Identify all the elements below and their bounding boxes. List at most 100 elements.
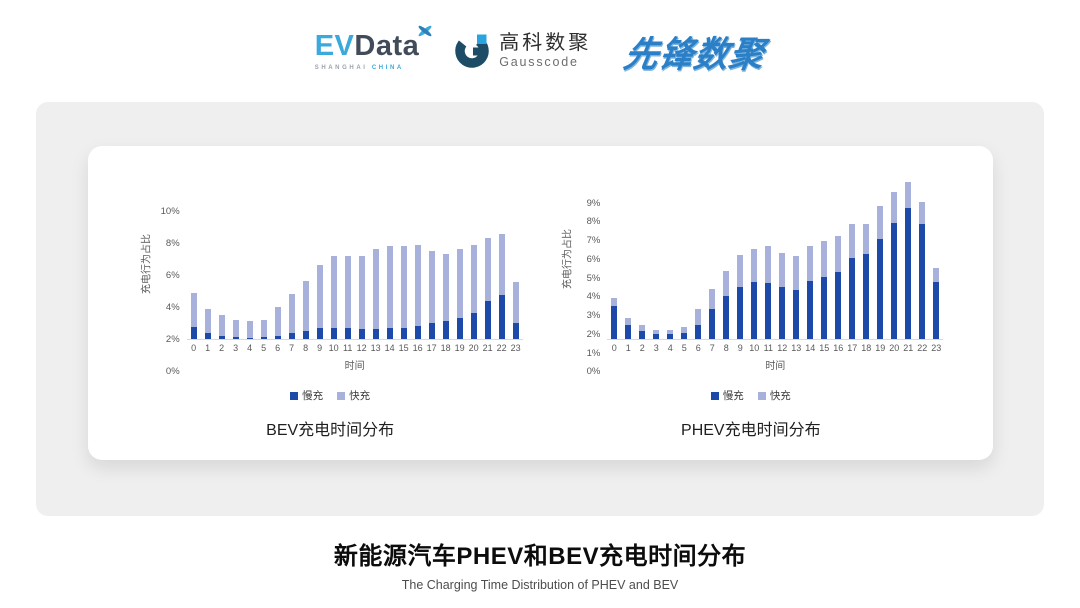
- x-tick-label: 3: [653, 343, 659, 353]
- evdata-shanghai-text: SHANGHAI: [314, 64, 368, 71]
- slow-charge-segment: [709, 309, 716, 339]
- fast-charge-segment: [905, 182, 912, 209]
- bar-hour-19: [453, 179, 467, 339]
- slow-charge-segment: [302, 331, 309, 339]
- fast-charge-segment: [204, 308, 211, 334]
- evdata-logo: EVData SHANGHAI CHINA: [314, 25, 432, 71]
- slow-charge-segment: [260, 337, 267, 339]
- fast-charge-segment: [386, 246, 393, 328]
- fast-charge-segment: [498, 234, 505, 295]
- bar-hour-14: [803, 171, 817, 339]
- slow-charge-segment: [372, 328, 379, 339]
- slow-charge-segment: [456, 318, 463, 339]
- slow-charge-segment: [330, 327, 337, 339]
- slow-charge-segment: [877, 239, 884, 339]
- slow-charge-segment: [835, 271, 842, 339]
- phev-y-axis-title: 充电行为占比: [562, 229, 574, 290]
- x-tick-label: 19: [875, 343, 886, 353]
- bar-hour-16: [831, 171, 845, 339]
- x-tick-label: 7: [709, 343, 715, 353]
- bar-hour-0: [607, 171, 621, 339]
- x-tick-label: 6: [695, 343, 701, 353]
- fast-charge-segment: [414, 245, 421, 327]
- stacked-bar: [218, 179, 225, 339]
- slow-charge-segment: [681, 333, 688, 339]
- x-tick-label: 20: [889, 343, 900, 353]
- bar-hour-20: [467, 179, 481, 339]
- stacked-bar: [779, 171, 786, 339]
- x-tick-label: 21: [482, 343, 493, 353]
- bar-hour-0: [187, 179, 201, 339]
- x-tick-label: 9: [737, 343, 743, 353]
- fast-charge-segment: [288, 294, 295, 334]
- x-tick-label: 14: [384, 343, 395, 353]
- bar-hour-14: [383, 179, 397, 339]
- stacked-bar: [919, 171, 926, 339]
- slow-charge-segment: [933, 282, 940, 339]
- stacked-bar: [428, 179, 435, 339]
- phev-chart-body: 充电行为占比 9% 8% 7% 6% 5% 4% 3% 2% 1% 0% 0 1 2 3 4 5 6 7 8 9 10…: [558, 171, 944, 377]
- bar-hour-3: [649, 171, 663, 339]
- phev-x-axis-title: 时间: [765, 361, 786, 372]
- stacked-bar: [232, 179, 239, 339]
- bev-x-axis-title: 时间: [344, 361, 365, 372]
- fast-charge-segment: [653, 329, 660, 335]
- fast-charge-segment: [849, 224, 856, 258]
- stacked-bar: [695, 171, 702, 339]
- fast-charge-segment: [877, 206, 884, 240]
- slow-charge-segment: [905, 208, 912, 339]
- stacked-bar: [821, 171, 828, 339]
- bar-hour-2: [635, 171, 649, 339]
- gausscode-gmark-icon: [455, 34, 490, 68]
- slow-charge-segment: [512, 323, 519, 339]
- bar-hour-21: [901, 171, 915, 339]
- evdata-china-text: CHINA: [371, 64, 404, 71]
- stacked-bar: [681, 171, 688, 339]
- bar-hour-15: [397, 179, 411, 339]
- bar-hour-17: [845, 171, 859, 339]
- bev-y-axis-ticks: 10% 8% 6% 4% 2% 0%: [160, 205, 180, 378]
- fast-charge-segment: [442, 254, 449, 322]
- stacked-bar: [639, 171, 646, 339]
- stacked-bar: [835, 171, 842, 339]
- bev-legend: 慢充 快充: [290, 388, 370, 403]
- x-tick-label: 23: [931, 343, 942, 353]
- pioneer-wordmark: 先锋数聚: [621, 34, 769, 75]
- stacked-bar: [456, 179, 463, 339]
- slow-charge-segment: [498, 295, 505, 339]
- x-tick-label: 3: [233, 343, 239, 353]
- slow-charge-segment: [358, 329, 365, 339]
- bar-hour-12: [355, 179, 369, 339]
- stacked-bar: [877, 171, 884, 339]
- slow-charge-segment: [723, 296, 730, 339]
- slow-charge-segment: [849, 257, 856, 339]
- x-tick-label: 2: [219, 343, 225, 353]
- stacked-bar: [667, 171, 674, 339]
- slow-charge-segment: [919, 224, 926, 339]
- fast-charge-segment: [625, 317, 632, 325]
- bev-x-axis-ticks: 0 1 2 3 4 5 6 7 8 9 10 11 12 13 14 15 16 17 18 19 20 21 22 23: [187, 343, 523, 353]
- bev-y-axis-title: 充电行为占比: [141, 233, 153, 294]
- x-tick-label: 1: [205, 343, 211, 353]
- bev-y-axis-title-wrap: 充电行为占比: [138, 179, 153, 372]
- x-tick-label: 7: [289, 343, 295, 353]
- phev-x-axis-ticks: 0 1 2 3 4 5 6 7 8 9 10 11 12 13 14 15 16 17 18 19 20 21 22 23: [607, 343, 943, 353]
- x-tick-label: 23: [510, 343, 521, 353]
- bar-hour-6: [691, 171, 705, 339]
- stacked-bar: [260, 179, 267, 339]
- stacked-bar: [470, 179, 477, 339]
- slow-charge-legend-label: 慢充: [722, 390, 744, 402]
- bar-hour-13: [789, 171, 803, 339]
- bev-plot-column: 0 1 2 3 4 5 6 7 8 9 10 11 12 13 14 15 16 17 18 19 20 21 22 23 时…: [186, 179, 523, 372]
- stacked-bar: [414, 179, 421, 339]
- fast-charge-segment: [933, 268, 940, 283]
- stacked-bar: [793, 171, 800, 339]
- phev-plot-column: 0 1 2 3 4 5 6 7 8 9 10 11 12 13 14 15 16 17 18 19 20 21 22 23 时…: [607, 171, 944, 372]
- gausscode-english-name: Gausscode: [499, 55, 579, 70]
- bar-hour-8: [719, 171, 733, 339]
- stacked-bar: [316, 179, 323, 339]
- x-tick-label: 20: [468, 343, 479, 353]
- slow-charge-segment: [695, 325, 702, 339]
- bev-plot-area: [186, 179, 523, 340]
- slow-charge-segment: [751, 282, 758, 339]
